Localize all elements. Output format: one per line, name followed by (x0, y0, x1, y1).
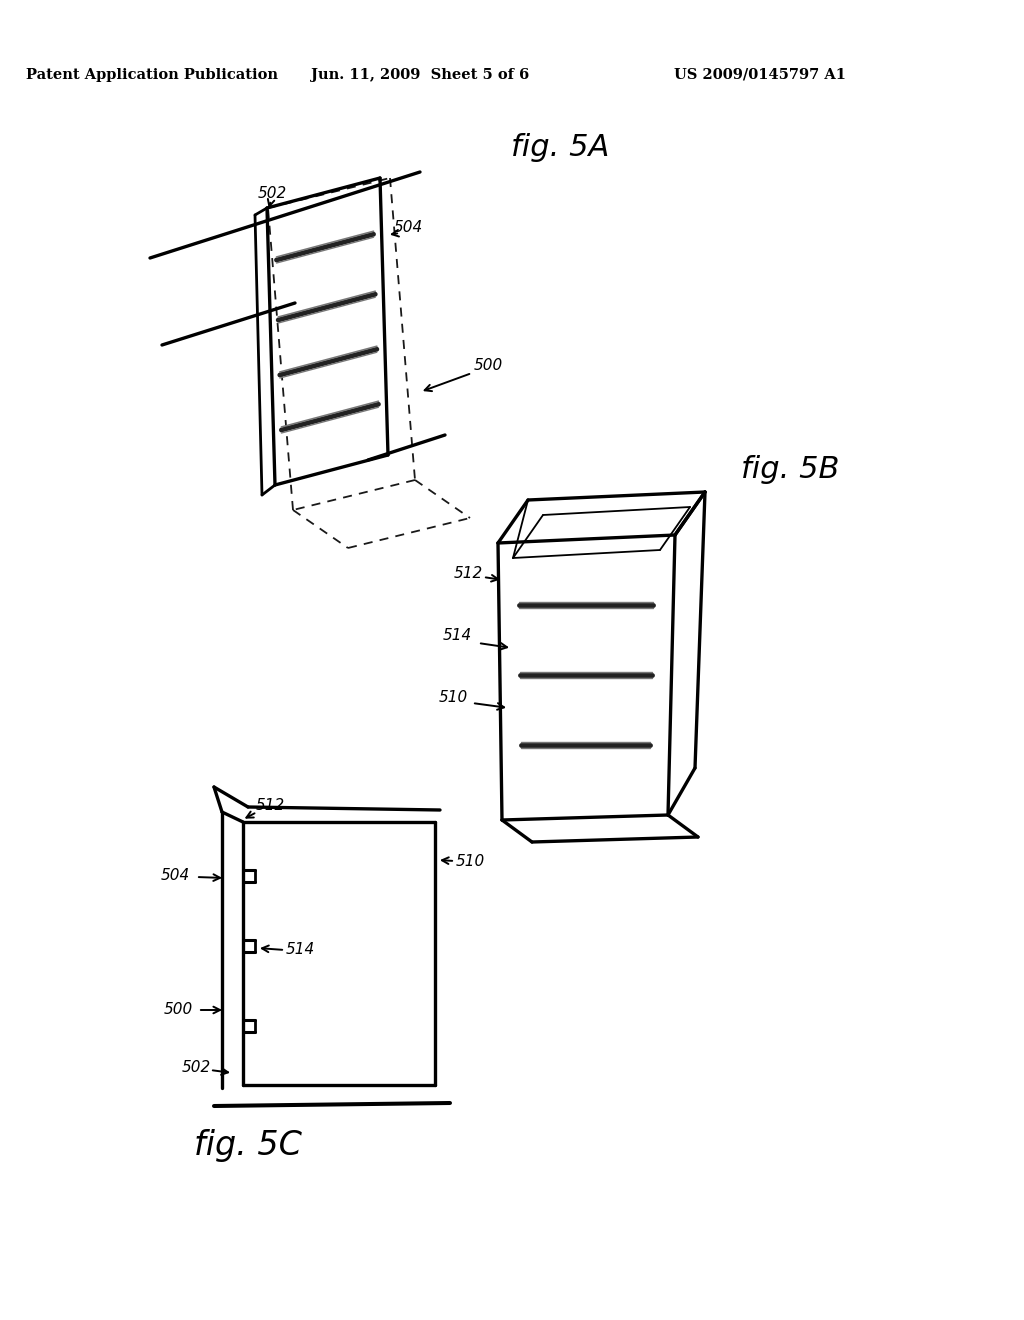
Text: US 2009/0145797 A1: US 2009/0145797 A1 (674, 69, 846, 82)
Text: Jun. 11, 2009  Sheet 5 of 6: Jun. 11, 2009 Sheet 5 of 6 (311, 69, 529, 82)
Text: fig. 5A: fig. 5A (511, 133, 609, 162)
Text: 510: 510 (456, 854, 484, 870)
Text: Patent Application Publication: Patent Application Publication (26, 69, 278, 82)
Text: 512: 512 (454, 565, 482, 581)
Text: 510: 510 (438, 689, 468, 705)
Text: fig. 5C: fig. 5C (195, 1129, 302, 1162)
Text: 514: 514 (286, 942, 314, 957)
Text: 504: 504 (161, 867, 189, 883)
Text: 500: 500 (164, 1002, 193, 1018)
Text: fig. 5B: fig. 5B (740, 455, 840, 484)
Text: 502: 502 (257, 186, 287, 201)
Text: 500: 500 (473, 358, 503, 372)
Text: 504: 504 (393, 220, 423, 235)
Text: 502: 502 (181, 1060, 211, 1076)
Text: 512: 512 (255, 797, 285, 813)
Text: 514: 514 (442, 627, 472, 643)
